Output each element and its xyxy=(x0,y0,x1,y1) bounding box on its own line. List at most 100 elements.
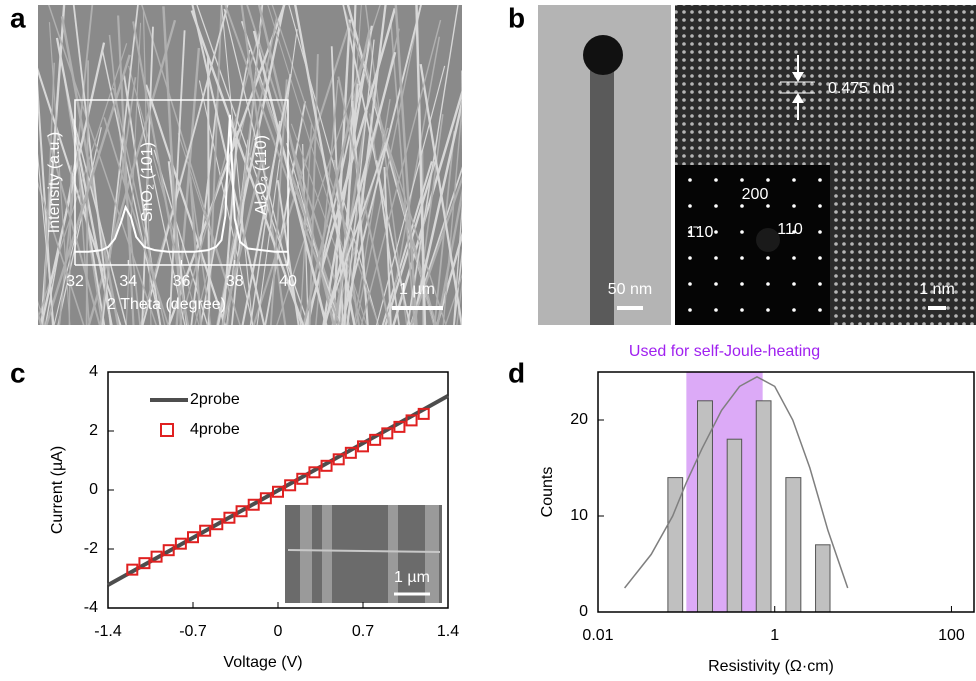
spot-label: 110 xyxy=(777,221,803,238)
scale-bar-label: 50 nm xyxy=(608,281,652,298)
x-tick-label: 32 xyxy=(66,273,84,290)
nanowire xyxy=(241,74,292,325)
x-tick-label: 0.7 xyxy=(352,623,374,640)
electrode xyxy=(388,505,398,603)
nanowire xyxy=(48,5,157,325)
x-tick-label: 38 xyxy=(226,273,244,290)
nanowire xyxy=(269,79,288,325)
y-tick-label: 10 xyxy=(570,507,588,524)
marker xyxy=(284,479,297,492)
nanowire xyxy=(590,70,614,325)
nanowire xyxy=(384,161,437,325)
nanowire xyxy=(189,177,203,325)
nanowire xyxy=(360,19,442,325)
marker xyxy=(272,485,284,498)
marker xyxy=(187,531,199,544)
legend-label: 2probe xyxy=(190,391,240,408)
marker xyxy=(223,511,236,524)
nanowire xyxy=(315,79,339,325)
nanowire xyxy=(221,152,265,325)
fit-curve xyxy=(624,375,849,589)
nanowire xyxy=(125,22,142,325)
nanowire xyxy=(60,16,120,325)
marker xyxy=(308,466,321,479)
marker xyxy=(393,420,406,433)
y-tick-label: 0 xyxy=(89,481,98,498)
annotation: Used for self-Joule-heating xyxy=(629,343,820,360)
legend-marker xyxy=(160,423,174,437)
marker xyxy=(405,414,418,427)
marker xyxy=(199,524,212,537)
y-tick-label: 4 xyxy=(89,363,98,380)
nanowire xyxy=(267,5,368,325)
nanowire xyxy=(415,5,427,325)
x-tick-label: 34 xyxy=(119,273,137,290)
marker xyxy=(235,505,248,518)
nanowire xyxy=(194,102,250,325)
bar xyxy=(815,544,831,613)
x-tick-label: 100 xyxy=(938,627,965,644)
x-axis-label: 2 Theta (degree) xyxy=(107,296,226,313)
nanowire xyxy=(167,5,286,325)
bar xyxy=(755,400,772,613)
nanowire xyxy=(112,87,166,325)
x-tick-label: -1.4 xyxy=(94,623,122,640)
annotation: Al₂O₃ (110) xyxy=(253,135,270,215)
nanowire xyxy=(77,162,106,325)
panel-letter: b xyxy=(508,2,525,33)
x-axis-label: Resistivity (Ω·cm) xyxy=(708,658,834,675)
nanowire xyxy=(308,54,319,325)
nanowire xyxy=(287,549,441,553)
nanowire xyxy=(38,181,85,325)
marker xyxy=(126,563,139,576)
panel-letter: d xyxy=(508,357,525,388)
marker xyxy=(247,498,260,511)
marker xyxy=(332,453,345,466)
bar xyxy=(785,477,802,613)
nanowire xyxy=(0,31,31,330)
nanowire xyxy=(453,201,462,325)
x-axis-label: Voltage (V) xyxy=(223,654,302,671)
y-axis-label: Intensity (a.u.) xyxy=(46,132,63,233)
nanowire xyxy=(72,5,112,325)
nanowire xyxy=(342,5,411,325)
nanowire xyxy=(442,98,462,325)
legend-label: 4probe xyxy=(190,421,240,438)
nanowire xyxy=(410,175,462,325)
scale-bar-label: 1 µm xyxy=(394,569,430,586)
nanowire xyxy=(0,0,30,330)
spacing-label: 0.475 nm xyxy=(828,80,895,97)
nanowire xyxy=(453,248,462,325)
nanowire xyxy=(389,19,416,325)
nanowire xyxy=(23,179,32,330)
y-tick-label: -4 xyxy=(84,599,98,616)
bar xyxy=(726,438,743,613)
nanowire xyxy=(38,310,43,325)
marker xyxy=(162,544,175,557)
nanowire xyxy=(136,98,186,325)
marker xyxy=(357,440,369,453)
scale-bar-label: 1 µm xyxy=(399,281,435,298)
marker xyxy=(320,459,333,472)
nanowire xyxy=(224,5,341,325)
nanowire xyxy=(38,153,55,325)
nanowire xyxy=(76,151,90,325)
y-tick-label: -2 xyxy=(84,540,98,557)
x-tick-label: 0 xyxy=(274,623,283,640)
marker xyxy=(211,518,224,531)
nanowire xyxy=(99,77,137,325)
marker xyxy=(138,557,151,570)
nanowire xyxy=(145,84,227,325)
nanowire xyxy=(42,62,55,325)
nanowire xyxy=(221,130,239,325)
nanowire xyxy=(141,5,229,325)
marker xyxy=(381,427,394,440)
nanowire xyxy=(221,5,254,325)
nanowire xyxy=(383,167,392,325)
nanowire xyxy=(323,143,387,325)
nanowire xyxy=(343,39,375,325)
nanowire xyxy=(223,8,302,325)
scale-bar-label: 1 nm xyxy=(919,281,955,298)
